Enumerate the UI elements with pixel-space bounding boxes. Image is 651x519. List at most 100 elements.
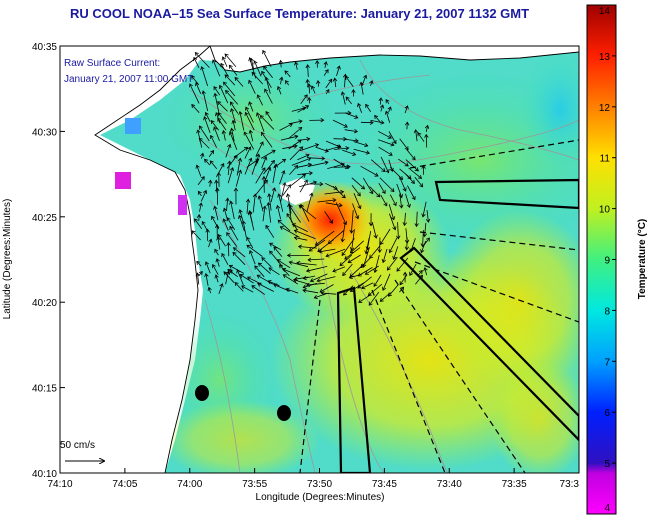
scale-label: 50 cm/s <box>60 440 95 451</box>
current-note-line1: Raw Surface Current: <box>64 58 160 69</box>
y-tick-label: 40:10 <box>32 469 57 480</box>
current-vector <box>255 141 264 157</box>
current-vector <box>293 279 309 285</box>
current-vector-head <box>285 193 291 198</box>
current-vector <box>315 230 335 246</box>
current-vector-head <box>381 189 386 195</box>
current-vector <box>374 115 382 124</box>
current-vector <box>388 106 392 113</box>
current-vector <box>370 80 373 87</box>
current-vector <box>257 283 274 292</box>
current-vector-head <box>404 105 409 110</box>
current-vector-head <box>404 146 409 151</box>
current-vector-head <box>213 86 218 91</box>
current-vector-head <box>232 247 238 252</box>
current-vector <box>415 275 423 285</box>
current-vector <box>217 237 221 250</box>
current-vector-head <box>224 53 229 58</box>
current-vector-head <box>213 205 218 210</box>
current-vector-head <box>402 187 407 192</box>
current-vector-head <box>200 176 205 181</box>
current-vector-head <box>374 114 379 120</box>
current-vector-head <box>217 117 222 122</box>
current-vector-head <box>288 204 293 209</box>
glider-site-1 <box>195 385 209 401</box>
current-vector <box>389 194 397 206</box>
current-vector-head <box>221 56 226 61</box>
current-vector <box>342 149 356 156</box>
current-vector <box>223 218 229 231</box>
current-vector-head <box>198 137 203 142</box>
current-vector-head <box>195 164 200 169</box>
current-vector-head <box>229 225 234 230</box>
land-new-jersey <box>60 46 211 473</box>
current-vector <box>282 184 291 196</box>
current-vector <box>333 166 351 168</box>
current-vector-head <box>399 281 404 286</box>
current-vector-head <box>222 218 227 223</box>
current-vector <box>231 108 236 124</box>
current-vector <box>252 194 256 213</box>
current-vector-head <box>379 297 384 302</box>
current-vector <box>319 284 334 293</box>
current-vector-head <box>220 163 225 168</box>
x-axis-label: Longitude (Degrees:Minutes) <box>256 492 385 503</box>
current-vector-head <box>365 150 371 155</box>
current-vector-head <box>279 226 284 230</box>
current-vector <box>205 261 211 274</box>
current-vector <box>290 173 306 186</box>
current-vector-head <box>207 286 212 291</box>
current-vector-head <box>212 59 217 64</box>
current-vector-head <box>413 129 419 134</box>
current-vector <box>308 258 325 261</box>
current-vector <box>263 66 274 79</box>
current-vector <box>248 80 256 94</box>
current-vector-head <box>286 253 291 258</box>
current-vector-head <box>256 274 261 279</box>
current-vector-head <box>341 251 346 257</box>
colorbar-tick-label: 7 <box>604 357 610 368</box>
current-vector-head <box>294 165 299 170</box>
current-vector <box>230 201 235 220</box>
current-vector <box>229 131 238 150</box>
current-vector-head <box>349 249 354 254</box>
current-vector-head <box>325 88 330 94</box>
current-vector-head <box>234 281 239 286</box>
current-vector-head <box>247 146 252 151</box>
map-title: RU COOL NOAA–15 Sea Surface Temperature:… <box>70 6 530 21</box>
current-vector-head <box>257 195 262 200</box>
current-vector <box>262 206 266 222</box>
current-vector-head <box>285 287 290 292</box>
current-vector-head <box>212 263 216 269</box>
current-vector-head <box>293 229 298 234</box>
current-vector-head <box>297 139 302 144</box>
current-vector-head <box>340 189 345 195</box>
current-vector <box>199 203 202 212</box>
current-vector-head <box>210 120 215 125</box>
current-vector-head <box>239 274 244 278</box>
current-vector-head <box>340 238 345 243</box>
current-vector-head <box>282 274 287 279</box>
current-vector <box>249 211 255 231</box>
current-vector-head <box>248 250 254 255</box>
current-vector <box>251 285 266 295</box>
current-vector-head <box>308 171 313 176</box>
current-vector <box>212 59 221 77</box>
current-vector <box>311 85 316 94</box>
current-vector-head <box>340 162 346 167</box>
current-vector-head <box>234 76 239 81</box>
current-vector-head <box>388 152 393 156</box>
current-vector <box>397 222 399 239</box>
current-vector <box>209 180 211 187</box>
current-vector <box>424 267 428 276</box>
current-vector <box>251 72 263 85</box>
colorbar-tick-label: 13 <box>599 52 611 63</box>
current-vector-head <box>241 285 246 290</box>
current-vector-head <box>332 197 337 203</box>
current-vector-head <box>219 283 224 288</box>
current-vector <box>245 107 254 123</box>
current-vector <box>317 239 334 252</box>
current-vector <box>389 213 396 230</box>
current-vector-head <box>373 268 378 274</box>
current-vector-head <box>197 190 202 195</box>
